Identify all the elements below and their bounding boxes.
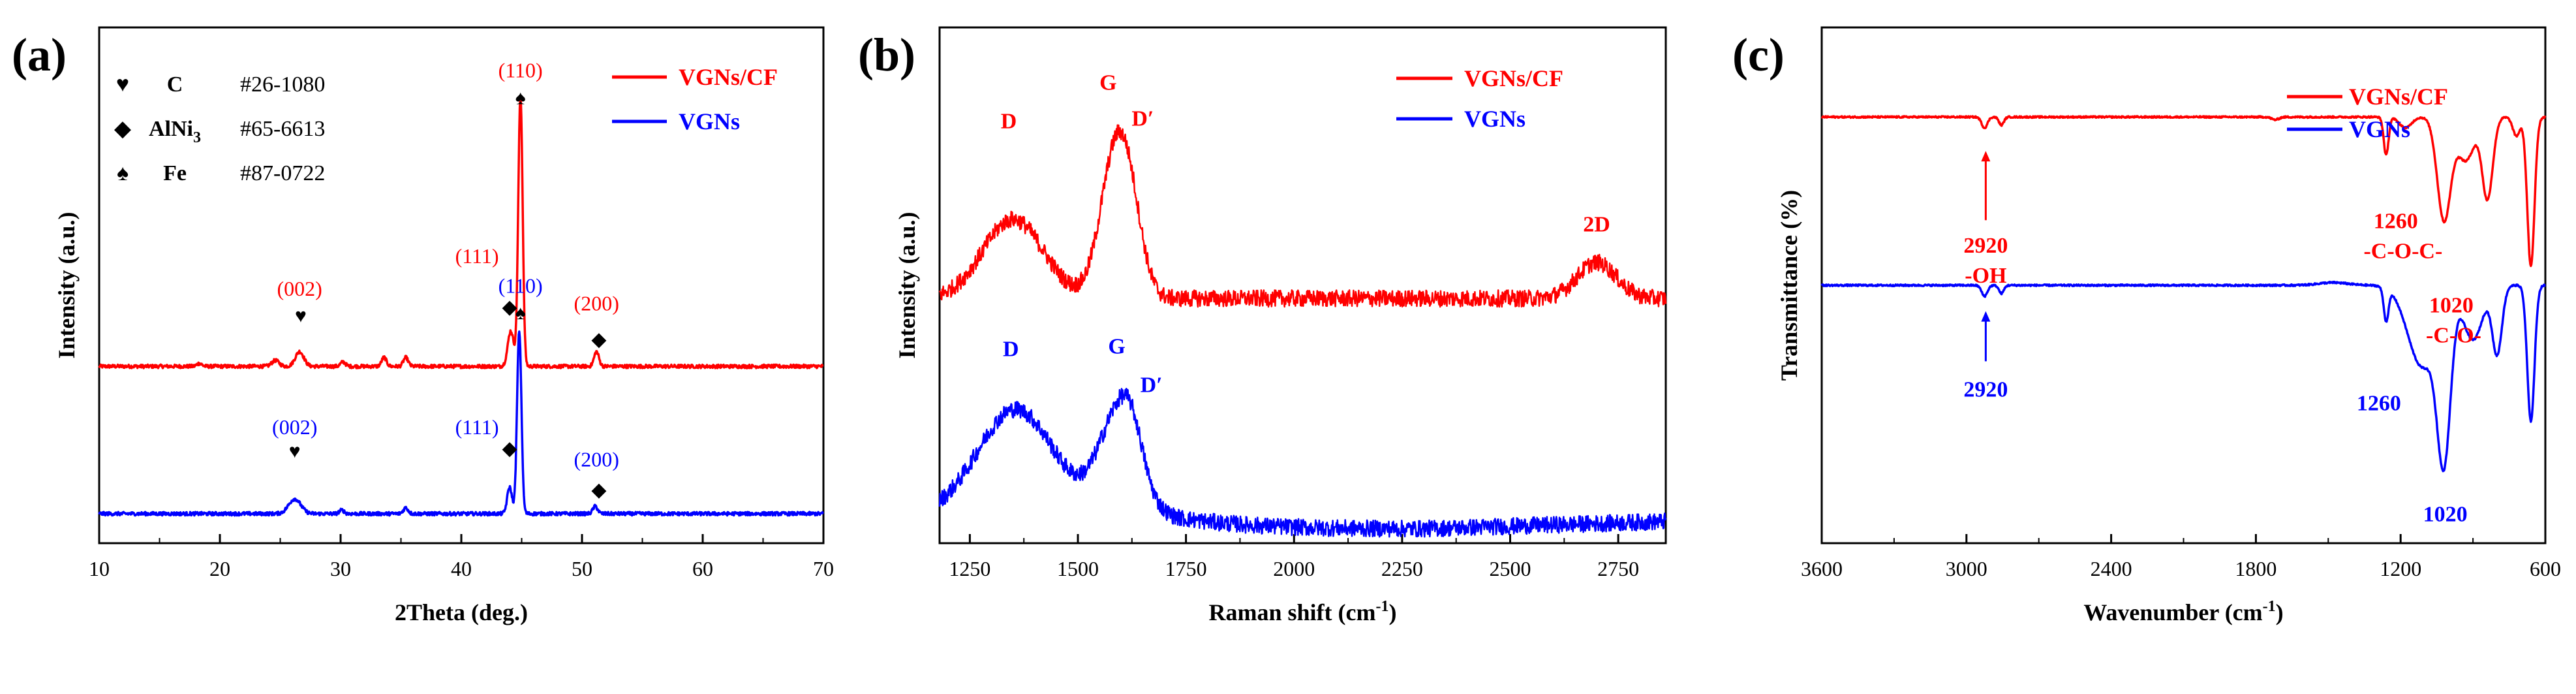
annotation-label: (200) xyxy=(574,291,619,315)
series-line-vgns-cf xyxy=(1820,115,2547,268)
phase-symbol: ◆ xyxy=(114,117,132,141)
y-axis-title: Intensity (a.u.) xyxy=(894,212,920,358)
phase-symbol: ♥ xyxy=(116,72,129,97)
annotation-label: D′ xyxy=(1131,107,1154,131)
peak-marker: ♠ xyxy=(515,302,526,324)
panel-label: (c) xyxy=(1732,29,1785,81)
phase-card: #65-6613 xyxy=(240,117,325,141)
panel-label: (b) xyxy=(858,29,915,81)
annotation-label: -C-O- xyxy=(2426,323,2481,347)
annotation-label: D xyxy=(1003,337,1019,361)
arrow-head xyxy=(1981,151,1991,162)
annotation-label: (111) xyxy=(455,415,499,439)
x-tick-label: 70 xyxy=(813,557,834,580)
annotation-label: 1260 xyxy=(2357,391,2401,415)
annotation-label: (110) xyxy=(498,274,543,297)
y-axis-title: Intensity (a.u.) xyxy=(54,212,80,358)
peak-marker: ♥ xyxy=(295,305,307,326)
panel-1: 10 20 30 40 50 60 70 2Theta (deg.) Intensity (a.… xyxy=(12,26,834,625)
x-tick-label: 1500 xyxy=(1057,557,1099,580)
x-tick-label: 20 xyxy=(209,557,230,580)
phase-name: C xyxy=(167,72,183,97)
series-line-vgns xyxy=(938,387,1667,538)
series-line-vgns-cf xyxy=(938,124,1667,308)
phase-card: #26-1080 xyxy=(240,72,325,97)
plot-frame xyxy=(938,26,1667,544)
panel-2: 1250 1500 1750 2000 2250 2500 2750 Raman shift … xyxy=(858,26,1667,625)
x-tick-label: 2400 xyxy=(2091,557,2132,580)
phase-card: #87-0722 xyxy=(240,161,325,185)
legend-label: VGNs xyxy=(679,108,740,134)
annotation-label: D′ xyxy=(1141,373,1163,398)
peak-marker: ◆ xyxy=(502,296,517,318)
phase-name: AlNi3 xyxy=(149,117,201,146)
panel-3: 3600 3000 2400 1800 1200 600 Wavenumber (cm-1)… xyxy=(1732,26,2561,625)
y-axis-title: Transmittance (%) xyxy=(1776,190,1802,381)
x-tick-label: 30 xyxy=(330,557,351,580)
plot-frame xyxy=(98,26,825,544)
x-tick-label: 2250 xyxy=(1381,557,1423,580)
annotation-label: 1020 xyxy=(2423,503,2468,527)
peak-marker: ◆ xyxy=(591,479,606,501)
peak-marker: ◆ xyxy=(591,329,606,351)
x-tick-label: 50 xyxy=(572,557,592,580)
x-tick-label: 1250 xyxy=(949,557,990,580)
series-line-vgns-cf xyxy=(98,94,824,370)
series-line-vgns xyxy=(1820,280,2546,473)
x-tick-label: 2000 xyxy=(1273,557,1315,580)
x-tick-label: 3000 xyxy=(1946,557,1987,580)
peak-marker: ♥ xyxy=(289,441,301,462)
legend-label: VGNs/CF xyxy=(679,64,778,90)
arrow-head xyxy=(1981,311,1991,322)
panel-label: (a) xyxy=(12,29,67,81)
peak-marker: ◆ xyxy=(502,438,517,460)
annotation-label: 2920 xyxy=(1963,377,2008,402)
legend-label: VGNs xyxy=(2349,116,2410,142)
x-tick-label: 10 xyxy=(89,557,110,580)
x-tick-label: 40 xyxy=(451,557,472,580)
x-tick-label: 60 xyxy=(692,557,713,580)
annotation-label: 1020 xyxy=(2429,294,2474,318)
annotation-label: (002) xyxy=(277,277,322,300)
legend-label: VGNs/CF xyxy=(1464,65,1563,91)
x-axis-title: Wavenumber (cm-1) xyxy=(2083,598,2283,625)
annotation-label: G xyxy=(1099,71,1116,95)
x-tick-label: 3600 xyxy=(1801,557,1843,580)
series-line-vgns xyxy=(98,330,824,517)
x-tick-label: 1200 xyxy=(2380,557,2421,580)
annotation-label: G xyxy=(1108,335,1125,359)
phase-symbol: ♠ xyxy=(117,161,129,185)
x-axis-title: 2Theta (deg.) xyxy=(395,599,528,625)
phase-name: Fe xyxy=(163,161,187,185)
x-tick-label: 1800 xyxy=(2235,557,2277,580)
annotation-label: (002) xyxy=(272,415,317,439)
annotation-label: 2920 xyxy=(1963,234,2008,258)
peak-marker: ♠ xyxy=(515,87,526,108)
annotation-label: (111) xyxy=(455,244,499,268)
annotation-label: D xyxy=(1001,109,1017,133)
annotation-label: (110) xyxy=(498,59,543,82)
annotation-label: (200) xyxy=(574,448,619,471)
x-axis-title: Raman shift (cm-1) xyxy=(1209,598,1397,625)
annotation-label: 2D xyxy=(1583,212,1610,236)
x-tick-label: 2500 xyxy=(1490,557,1531,580)
x-tick-label: 2750 xyxy=(1597,557,1639,580)
legend-label: VGNs/CF xyxy=(2349,84,2448,110)
annotation-label: -OH xyxy=(1965,264,2006,288)
annotation-label: 1260 xyxy=(2374,210,2418,234)
annotation-label: -C-O-C- xyxy=(2363,239,2442,263)
x-tick-label: 600 xyxy=(2530,557,2561,580)
legend-label: VGNs xyxy=(1464,106,1526,132)
x-tick-label: 1750 xyxy=(1165,557,1207,580)
